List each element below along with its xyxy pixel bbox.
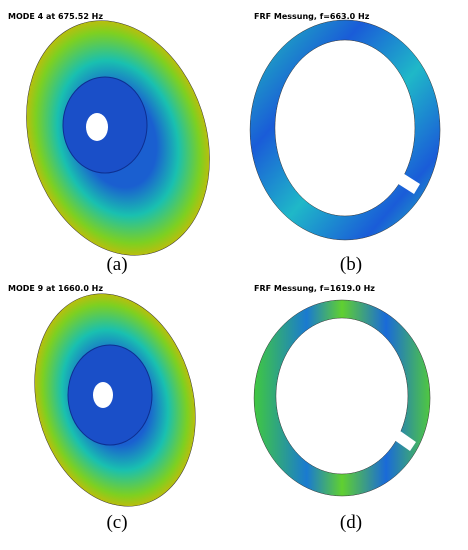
panel-title: FRF Messung, f=1619.0 Hz [254,284,375,293]
hub-hole [93,382,113,408]
panel-d: FRF Messung, f=1619.0 Hz (d) [253,284,431,533]
panel-caption: (b) [340,254,362,275]
panel-title: MODE 4 at 675.52 Hz [8,12,103,21]
ring-shape [253,299,431,497]
ring-shape [249,19,441,241]
panel-b: FRF Messung, f=663.0 Hz (b) [249,12,441,275]
panel-a: MODE 4 at 675.52 Hz (a) [8,12,210,275]
panel-caption: (c) [106,512,127,533]
panel-c: MODE 9 at 1660.0 Hz (c) [8,284,196,533]
panel-caption: (a) [106,254,127,275]
ring-gap [390,428,416,451]
hub-hole [86,113,108,141]
ring-gap [392,170,420,194]
panel-title: FRF Messung, f=663.0 Hz [254,12,370,21]
panel-title: MODE 9 at 1660.0 Hz [8,284,103,293]
panel-caption: (d) [340,512,362,533]
